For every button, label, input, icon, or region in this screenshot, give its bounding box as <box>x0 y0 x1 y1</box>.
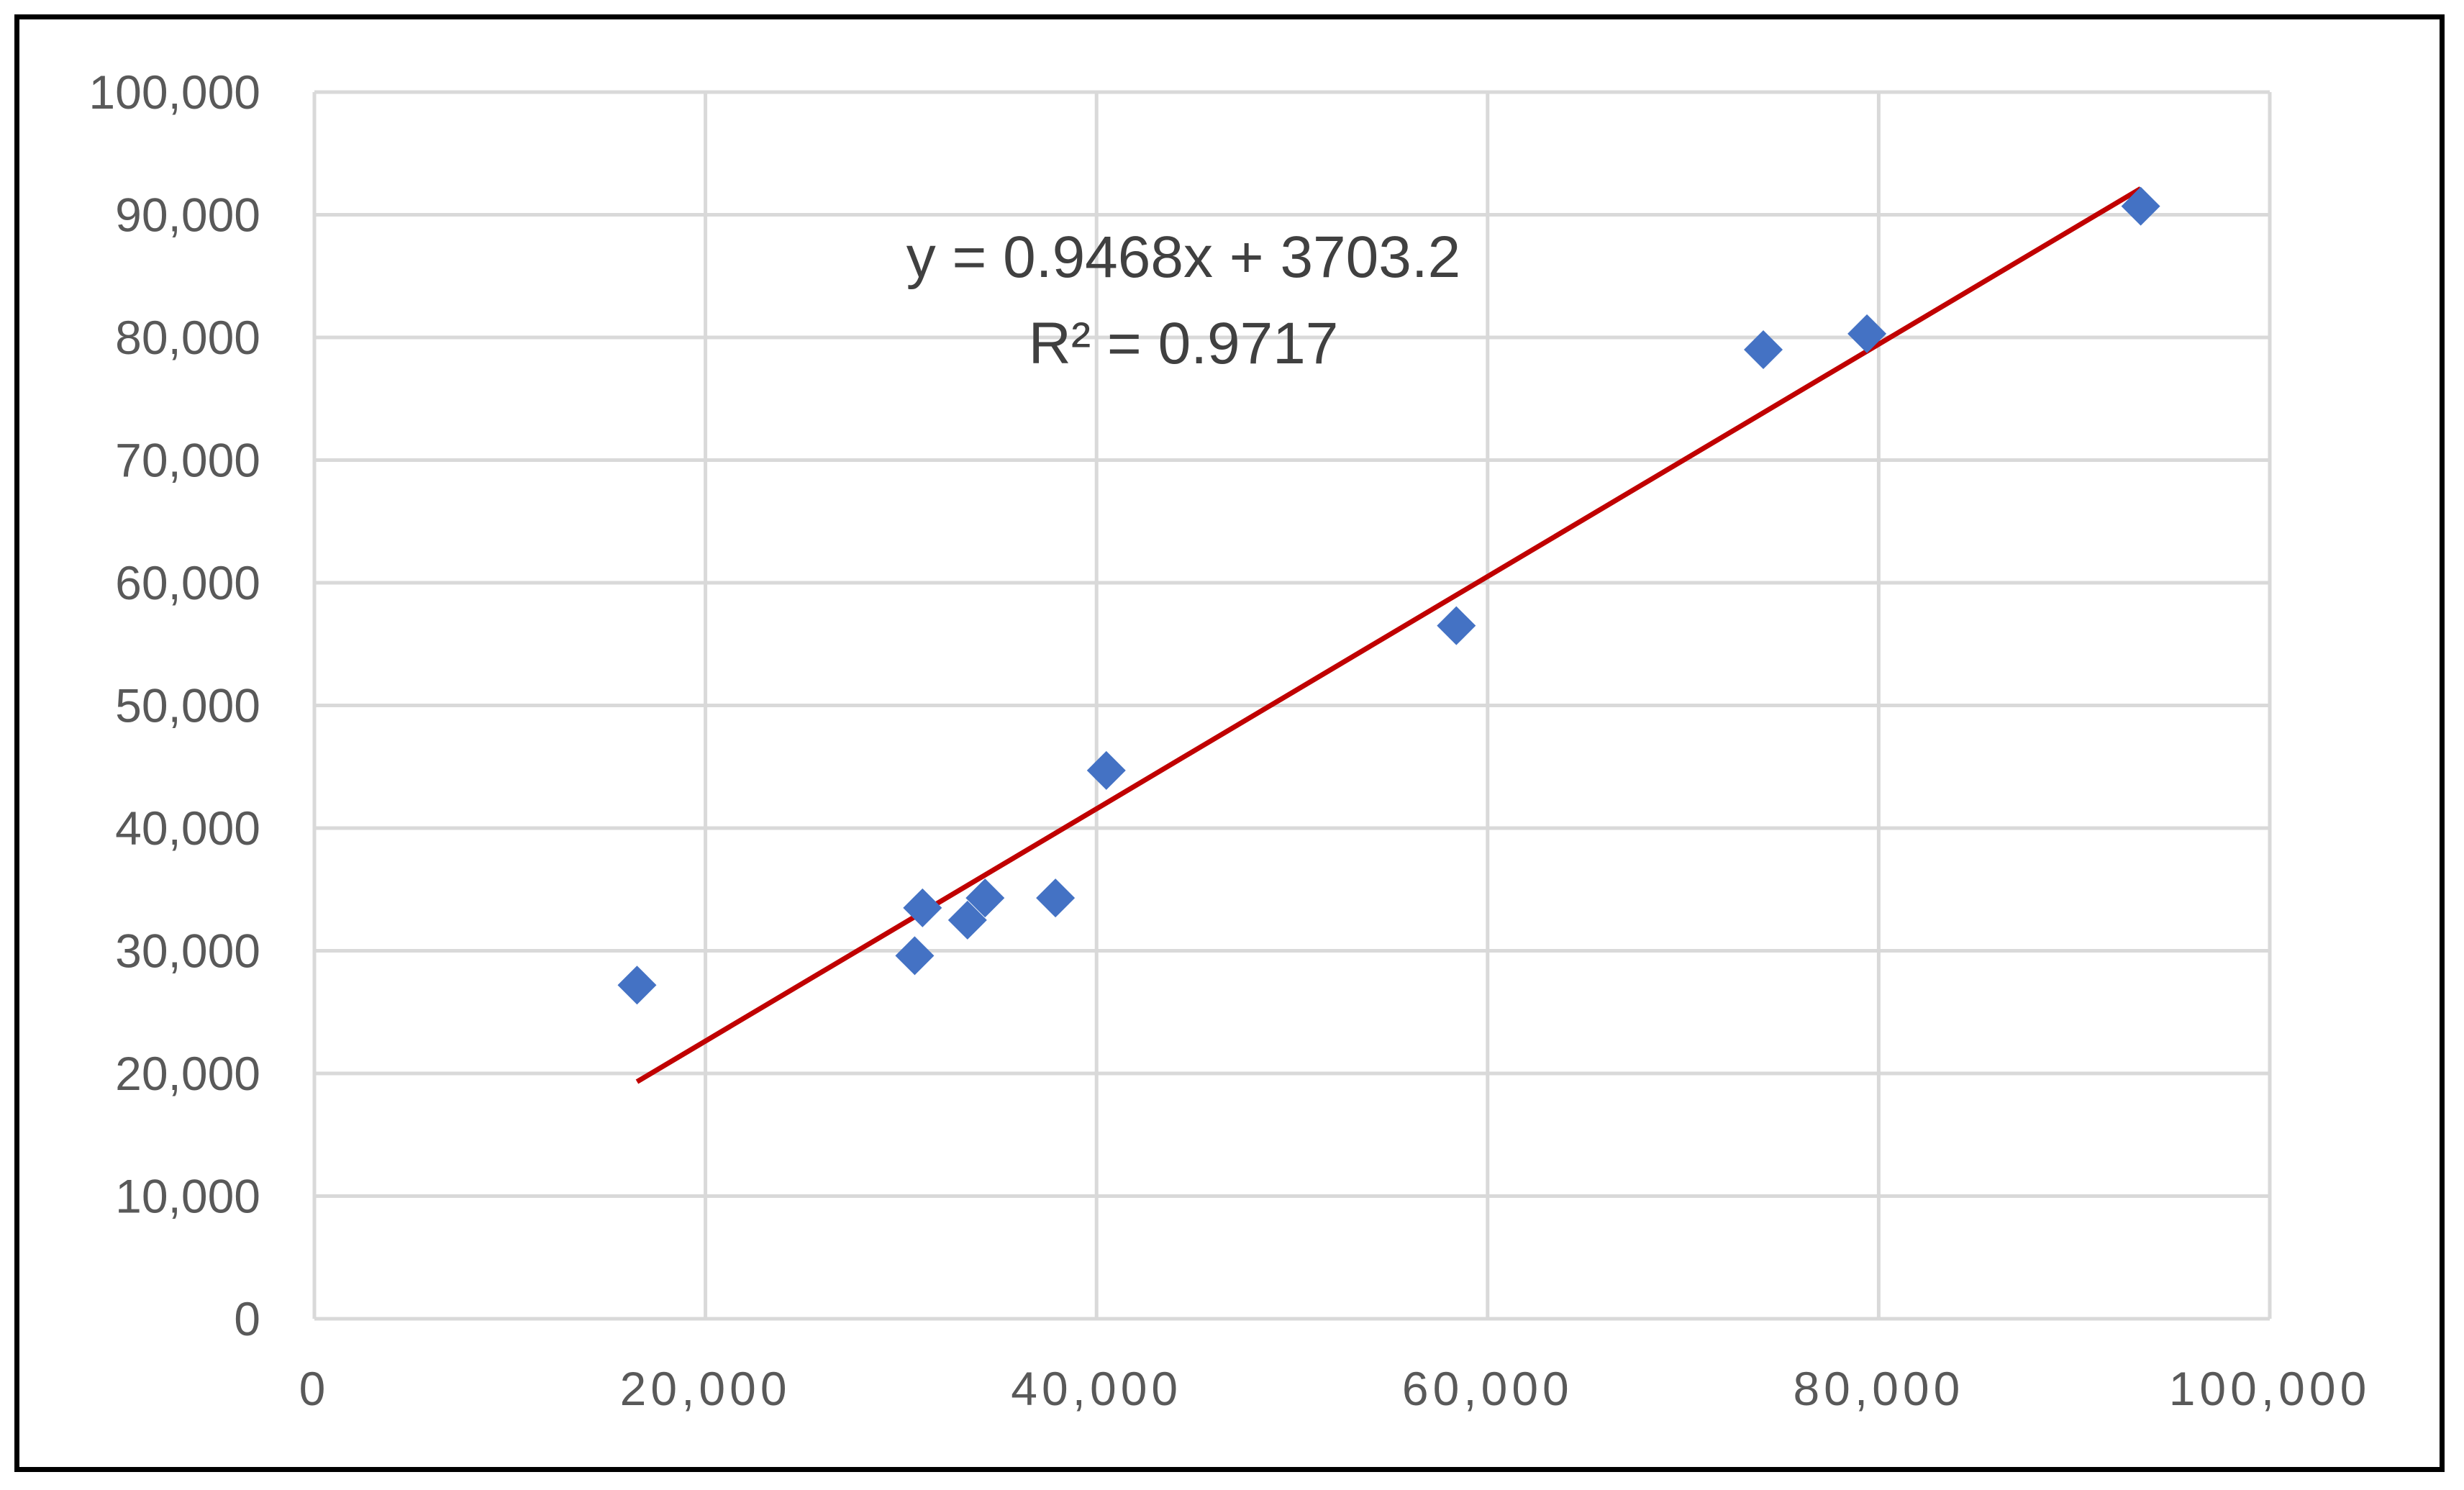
data-point <box>947 900 987 940</box>
chart-frame <box>14 14 2445 1472</box>
y-tick-label: 80,000 <box>115 311 260 364</box>
y-tick-label: 30,000 <box>115 925 260 978</box>
x-tick-label: 60,000 <box>1402 1362 1573 1415</box>
y-tick-label: 50,000 <box>115 679 260 732</box>
y-tick-label: 90,000 <box>115 188 260 242</box>
data-point <box>895 936 935 976</box>
y-axis-ticks: 0 10,000 20,000 30,000 40,000 50,000 60,000 70,… <box>88 65 260 1345</box>
trendline-layer <box>635 186 2142 1084</box>
data-point <box>1036 878 1076 918</box>
x-tick-label: 40,000 <box>1011 1362 1182 1415</box>
data-point <box>903 888 942 927</box>
x-tick-label: 20,000 <box>620 1362 791 1415</box>
data-point <box>617 966 657 1005</box>
y-tick-label: 40,000 <box>115 801 260 855</box>
data-point <box>1744 330 1783 370</box>
y-tick-label: 70,000 <box>115 434 260 487</box>
trendline <box>635 186 2142 1084</box>
data-point <box>1086 750 1126 790</box>
x-tick-label: 80,000 <box>1793 1362 1964 1415</box>
y-tick-label: 10,000 <box>115 1170 260 1223</box>
x-tick-label: 0 <box>299 1362 330 1415</box>
x-tick-label: 100,000 <box>2169 1362 2371 1415</box>
y-tick-label: 60,000 <box>115 556 260 609</box>
trendline-equation: y = 0.9468x + 3703.2 <box>906 224 1461 290</box>
data-point <box>1847 314 1887 353</box>
y-tick-label: 0 <box>234 1292 260 1345</box>
data-points <box>617 186 2160 1005</box>
y-tick-label: 100,000 <box>88 65 260 119</box>
gridlines <box>312 90 2272 1321</box>
x-axis-ticks: 0 20,000 40,000 60,000 80,000 100,000 <box>299 1362 2371 1415</box>
y-tick-label: 20,000 <box>115 1047 260 1100</box>
data-point <box>2121 186 2160 226</box>
data-point <box>1437 606 1476 645</box>
data-point <box>965 878 1005 918</box>
r-squared-label: R² = 0.9717 <box>1029 311 1339 376</box>
